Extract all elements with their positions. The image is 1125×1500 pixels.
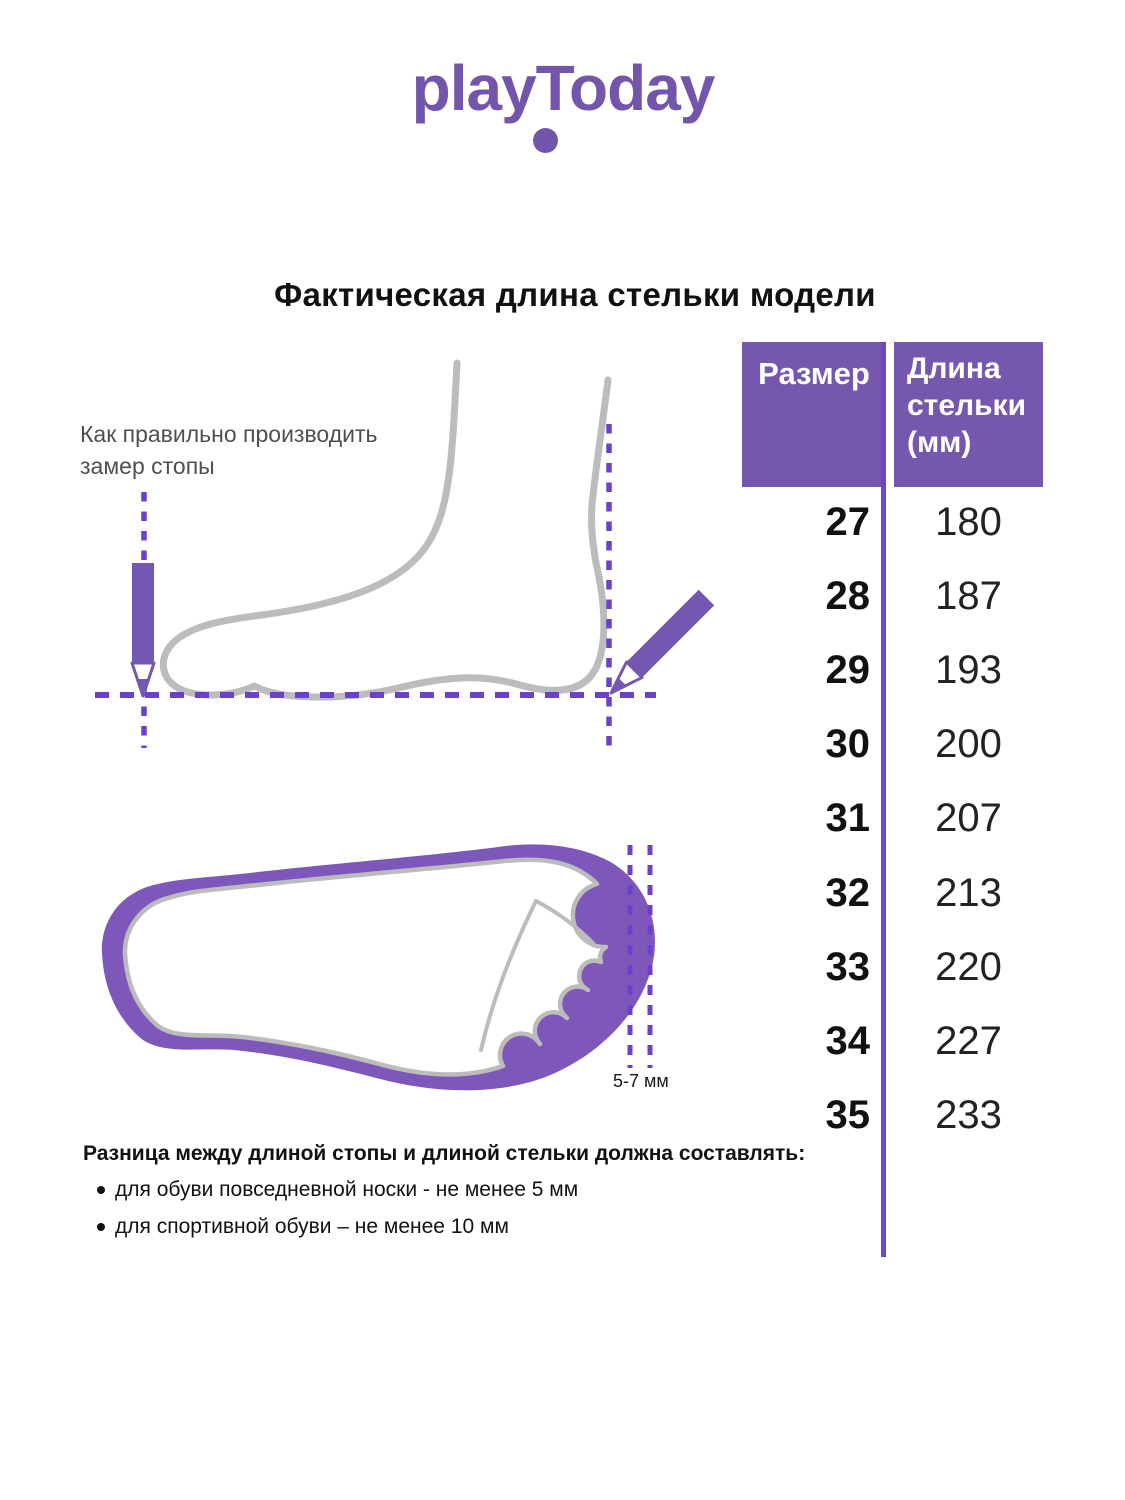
insole-margin-label: 5-7 мм: [613, 1071, 669, 1091]
size-table-rows: 27 180 28 187 29 193 30 200 31 207 32 21…: [742, 485, 1043, 1153]
size-cell: 33: [825, 944, 871, 989]
table-row: 35 233: [742, 1079, 1043, 1153]
size-cell: 28: [825, 573, 871, 618]
difference-note-item: для обуви повседневной носки - не менее …: [83, 1175, 843, 1205]
table-row: 34 227: [742, 1004, 1043, 1078]
length-cell: 207: [935, 796, 1002, 841]
length-cell: 193: [935, 647, 1002, 692]
playtoday-logo: playToday: [403, 56, 723, 171]
length-cell: 213: [935, 870, 1002, 915]
bullet-dot: [97, 1223, 105, 1231]
table-header-length-line: стельки: [907, 389, 1027, 422]
size-cell: 30: [825, 722, 871, 767]
toe-crease-line: [534, 899, 595, 945]
size-cell: 35: [825, 1093, 871, 1138]
table-row: 31 207: [742, 782, 1043, 856]
bullet-dot: [97, 1186, 105, 1194]
length-cell: 227: [935, 1018, 1002, 1063]
measure-instruction-line1: Как правильно производить: [80, 421, 378, 447]
length-cell: 187: [935, 573, 1002, 618]
footprint-insole-diagram: [101, 844, 655, 1091]
footprint-shape: [122, 857, 609, 1077]
size-cell: 31: [825, 796, 871, 841]
table-header-size: Размер: [742, 342, 886, 487]
page-title: Фактическая длина стельки модели: [274, 276, 876, 313]
size-cell: 29: [825, 647, 871, 692]
length-cell: 220: [935, 944, 1002, 989]
length-cell: 200: [935, 722, 1002, 767]
logo-text: playToday: [411, 52, 716, 124]
table-row: 28 187: [742, 559, 1043, 633]
difference-note: Разница между длиной стопы и длиной стел…: [83, 1142, 843, 1249]
foot-crease-line: [479, 899, 538, 1052]
foot-side-view-diagram: [95, 359, 715, 752]
table-header-length-line: Длина: [907, 352, 1001, 385]
size-cell: 32: [825, 870, 871, 915]
length-cell: 233: [935, 1093, 1002, 1138]
right-pencil-icon: [609, 589, 715, 695]
foot-outline: [159, 359, 612, 701]
left-pencil-icon: [130, 563, 156, 698]
difference-note-list: для обуви повседневной носки - не менее …: [83, 1175, 843, 1242]
difference-note-heading: Разница между длиной стопы и длиной стел…: [83, 1142, 806, 1165]
table-row: 33 220: [742, 930, 1043, 1004]
size-cell: 27: [825, 499, 871, 544]
table-row: 29 193: [742, 633, 1043, 707]
length-cell: 180: [935, 499, 1002, 544]
size-cell: 34: [825, 1018, 871, 1063]
table-row: 32 213: [742, 856, 1043, 930]
table-header-length: Длина стельки (мм): [894, 342, 1043, 487]
measure-instruction: Как правильно производить замер стопы: [80, 418, 378, 482]
difference-note-item: для спортивной обуви – не менее 10 мм: [83, 1212, 843, 1242]
measure-instruction-line2: замер стопы: [80, 453, 215, 479]
table-row: 30 200: [742, 708, 1043, 782]
logo-dot: [533, 128, 558, 153]
table-header-length-line: (мм): [907, 426, 972, 459]
table-row: 27 180: [742, 485, 1043, 559]
table-column-divider: [881, 342, 886, 1257]
